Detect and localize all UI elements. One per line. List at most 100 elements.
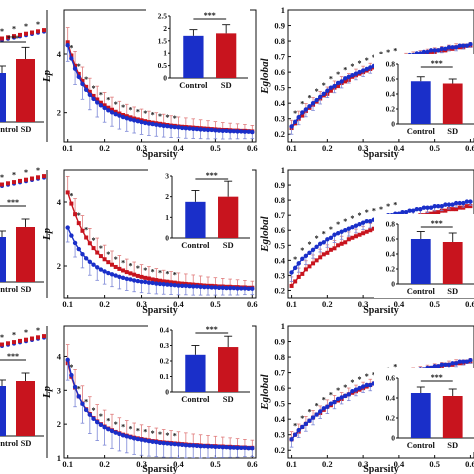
significance-star: * [300,246,304,255]
inset-y-tick-label: 0 [391,280,395,289]
data-point [117,431,122,437]
significance-star: * [336,70,340,79]
significance-star: * [151,111,155,120]
data-point [124,116,129,121]
data-point [102,269,107,274]
significance-star: * [379,205,383,214]
data-point [461,200,466,206]
y-tick-label: 4 [57,49,62,59]
data-point [69,201,74,206]
data-point [235,286,240,291]
x-tick-label: 0.5 [429,299,440,309]
significance-star: * [24,328,28,337]
inset-bar-sd [218,347,239,392]
plot-frame [287,325,474,459]
x-tick-label: 0.3 [358,299,369,309]
data-point [425,211,430,216]
inset-y-tick-label: 0.6 [386,374,396,383]
data-point [30,30,34,35]
significance-star: * [158,269,162,278]
data-point [353,387,359,392]
data-point [165,441,170,446]
data-point [209,444,214,449]
data-point [468,357,473,363]
data-point [109,428,115,434]
y-tick-label: 0.7 [274,52,285,62]
data-point [220,128,225,134]
data-point [183,442,189,448]
y-tick-label: 0.5 [274,399,285,409]
data-point [231,285,237,291]
x-tick-label: 0.2 [99,143,110,153]
data-point [443,46,448,52]
data-point [239,445,244,451]
data-point [194,443,200,449]
y-tick-label: 1 [57,453,61,463]
y-tick-label: 1 [281,165,285,175]
data-point [205,444,211,449]
data-point [121,268,126,273]
data-point [180,281,185,286]
y-tick-label: 0.4 [274,414,285,424]
inset-category-label: SD [221,80,232,90]
data-point [343,79,348,84]
data-point [139,437,144,442]
data-point [187,126,192,131]
data-point [165,279,170,284]
data-point [328,401,334,406]
data-point [227,285,233,291]
data-point [120,433,126,438]
data-point [18,32,22,37]
data-point [407,208,412,213]
data-point [73,63,78,68]
data-point [446,202,452,207]
significance-star: * [365,208,369,217]
lp-row1-inset-bar-chart: 0 0.5 1 1.5 2 2.5 Control SD *** [146,6,250,92]
significance-star: * [12,331,16,340]
data-point [117,274,122,280]
inset-significance-label: *** [7,352,19,361]
data-point [307,104,312,109]
data-point [250,445,255,451]
inset-bar-sd [218,196,239,238]
data-point [146,438,152,444]
significance-star: * [24,168,28,177]
inset-category-label: Control [407,440,436,450]
y-tick-label: 0.3 [274,270,285,280]
data-point [150,280,155,286]
inset-y-tick-label: 0.3 [160,341,170,350]
x-tick-label: 0.6 [247,299,258,309]
data-point [191,126,196,131]
data-point [80,78,85,83]
data-point [239,286,244,291]
x-axis-label: Sparsity [363,305,399,316]
x-tick-label: 0.6 [465,299,474,309]
data-point [80,251,85,257]
significance-star: * [143,266,147,275]
y-tick-label: 0.6 [274,67,285,77]
data-point [421,205,427,210]
data-point [106,105,111,110]
significance-star: * [136,264,140,273]
significance-star: * [136,426,140,435]
x-axis-label: Sparsity [363,149,399,160]
data-point [450,207,455,212]
data-point [102,257,107,262]
data-point [161,279,166,284]
data-point [205,127,211,133]
inset-category-label: Control [179,80,208,90]
data-point [69,56,74,61]
data-point [65,225,70,230]
inset-y-tick-label: 0.4 [386,250,396,259]
significance-star: * [121,258,125,267]
eg-row3-panel: 0.1 0.2 0.3 0.4 0.5 0.60.20.30.40.50.60.70.80… [259,321,474,474]
data-point [311,261,316,266]
data-point [42,334,46,339]
inset-category-label: Control [0,438,19,448]
data-point [146,276,151,281]
data-point [183,126,189,131]
y-tick-label: 0.7 [274,368,285,378]
data-point [42,174,46,179]
data-point [242,445,248,451]
data-point [213,444,218,450]
